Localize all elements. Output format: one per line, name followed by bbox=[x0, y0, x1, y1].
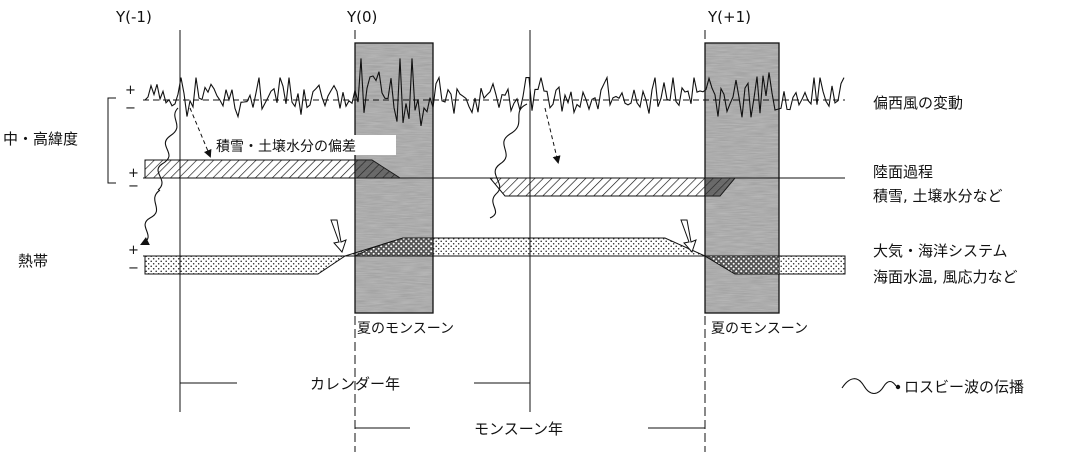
anomaly-label: 積雪・土壌水分の偏差 bbox=[216, 139, 356, 155]
rossby-wave-1 bbox=[157, 107, 179, 191]
plus-sign: + bbox=[128, 166, 139, 181]
ocean-anomaly-band bbox=[144, 237, 846, 275]
monsoon-year-label: モンスーン年 bbox=[474, 420, 563, 438]
land-anomaly-band-2 bbox=[488, 177, 737, 197]
year-label-minus1: Y(-1) bbox=[115, 8, 152, 26]
rossby-legend-wave-icon bbox=[841, 378, 897, 395]
rossby-wave-2 bbox=[140, 189, 161, 245]
onset-arrow-1 bbox=[330, 219, 347, 253]
year-label-plus1: Y(+1) bbox=[707, 8, 751, 26]
rossby-legend-label: ロスビー波の伝播 bbox=[904, 378, 1024, 396]
westerlies-trace bbox=[144, 58, 845, 126]
influence-arrow-2 bbox=[544, 107, 561, 164]
monsoon-label-2: 夏のモンスーン bbox=[711, 321, 808, 337]
calendar-year-label: カレンダー年 bbox=[310, 375, 400, 393]
land-process-sub: 積雪, 土壌水分など bbox=[873, 187, 1003, 205]
rossby-wave-3 bbox=[489, 103, 528, 219]
minus-sign: − bbox=[128, 261, 139, 276]
influence-arrow-1 bbox=[189, 107, 212, 158]
plus-sign: + bbox=[125, 83, 136, 98]
monsoon-label-1: 夏のモンスーン bbox=[357, 321, 454, 337]
westerlies-label: 偏西風の変動 bbox=[873, 94, 963, 112]
land-anomaly-band-1 bbox=[144, 159, 402, 179]
minus-sign: − bbox=[128, 179, 139, 194]
latitude-brace bbox=[107, 97, 116, 184]
plus-sign: + bbox=[128, 243, 139, 258]
tropics-label: 熱帯 bbox=[18, 252, 48, 270]
minus-sign: − bbox=[125, 101, 136, 116]
land-process-title: 陸面過程 bbox=[873, 163, 933, 181]
onset-arrow-2 bbox=[680, 219, 697, 253]
ocean-system-title: 大気・海洋システム bbox=[873, 242, 1008, 260]
year-label-0: Y(0) bbox=[346, 8, 377, 26]
mid-high-latitude-label: 中・高緯度 bbox=[3, 130, 78, 148]
ocean-system-sub: 海面水温, 風応力など bbox=[873, 268, 1018, 286]
rossby-legend bbox=[841, 378, 901, 395]
anomaly-label-bg bbox=[213, 135, 396, 155]
